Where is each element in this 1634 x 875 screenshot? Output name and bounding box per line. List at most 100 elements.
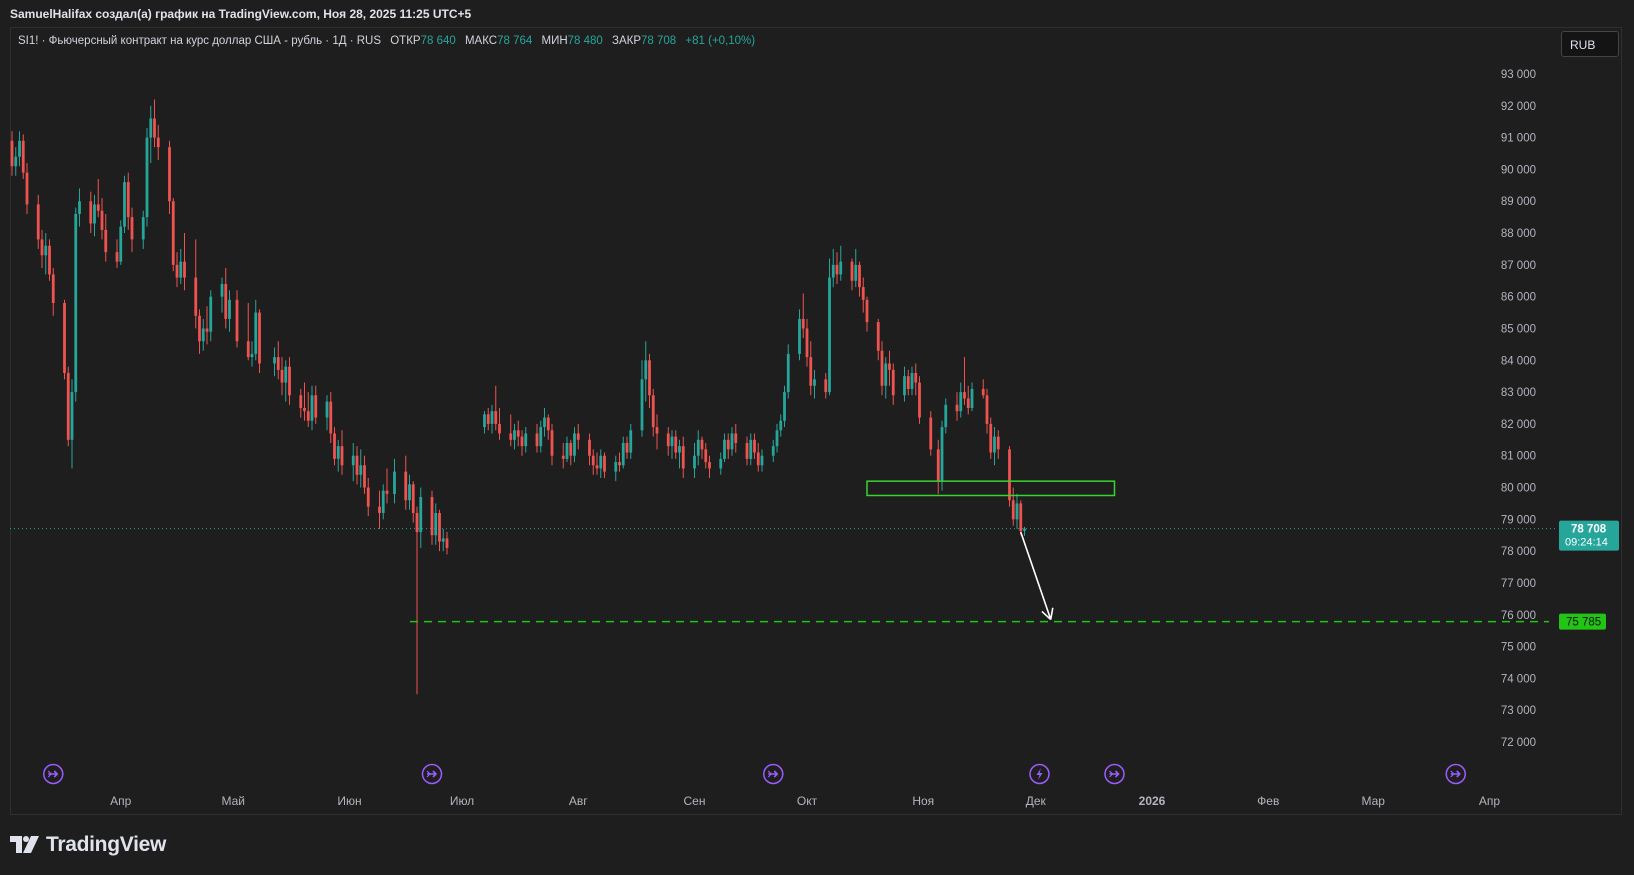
candle-body [494,411,498,424]
brand-name: TradingView [46,833,167,856]
candle [618,452,621,472]
candle-body [310,395,314,421]
candle [674,430,678,459]
candle [520,430,524,456]
currency-button[interactable]: RUB [1561,31,1619,57]
candle [359,449,363,488]
candle-body [333,433,336,459]
candle [1011,487,1015,526]
candle-body [903,376,906,396]
candle [430,490,434,545]
last-price-value: 78 708 [1571,524,1607,536]
candle [625,436,629,459]
candle-body [914,373,918,383]
candle-body [126,182,130,218]
candle [228,290,231,332]
candle-body [1008,449,1011,501]
candle [179,248,183,284]
dividend-event-icon[interactable] [1104,763,1125,785]
candle [805,318,809,367]
candle [175,252,179,288]
candle [786,344,790,399]
candle-body [996,436,1000,450]
candle-body [1023,528,1026,531]
y-tick-label: 78 000 [1501,546,1536,558]
candle [1008,446,1011,507]
candle [996,430,1000,459]
candle-body [543,417,546,428]
candle-body [36,204,40,240]
candle [404,455,408,510]
candle-body [89,201,93,224]
candle-body [618,462,621,466]
candle [303,382,306,421]
y-tick-label: 89 000 [1501,196,1536,208]
candle-body [775,430,779,447]
candle-body [51,274,55,304]
candle [719,452,723,475]
candle-body [130,217,134,240]
candle [835,252,839,284]
candle-body [441,538,445,542]
candle-body [888,363,891,370]
candle-body [381,490,385,513]
candle [1023,526,1026,536]
candle-body [483,414,486,428]
forecast-arrow[interactable] [1019,531,1054,621]
candle [651,388,655,437]
x-tick-label: Апр [110,794,132,808]
candle [201,318,205,351]
candle-body [824,379,828,393]
candle [51,268,55,316]
candle [205,306,209,345]
plot-area [10,99,1026,695]
candle [989,417,993,459]
candle-body [670,436,674,447]
candle-body [70,392,74,440]
candle [573,427,576,463]
dividend-event-icon[interactable] [421,763,443,785]
candle-body [175,264,179,278]
candle-body [280,369,284,383]
candle-body [179,261,183,278]
candle-body [704,449,708,463]
candle [445,532,449,555]
dividend-event-icon[interactable] [1445,763,1466,785]
y-tick-label: 82 000 [1501,419,1536,431]
candle-body [858,264,861,288]
candle-body [809,357,813,386]
dividend-event-icon[interactable] [763,763,784,785]
candle-body [40,239,44,256]
candle-body [595,465,599,469]
candle-body [944,404,948,428]
candle-body [355,455,359,475]
candle [944,398,948,434]
candle [749,433,753,466]
tradingview-logo[interactable]: TradingView [10,833,166,857]
candle [640,360,644,437]
candle [273,347,276,377]
candle [824,373,828,399]
candle [246,303,250,361]
candle-body [153,118,156,138]
candle-body [963,392,966,399]
candle [351,442,355,482]
candle [119,220,123,265]
candle [588,433,591,466]
candle [336,439,340,472]
candle [494,385,498,431]
candle [734,423,738,453]
candle-body [299,395,303,408]
earnings-event-icon[interactable] [1029,763,1050,785]
support-zone-rectangle[interactable] [866,480,1116,497]
candle-body [940,427,944,482]
candle-body [25,172,29,205]
dividend-event-icon[interactable] [43,763,64,785]
candle-body [970,388,974,408]
open-value: 78 640 [420,35,456,47]
candle [66,366,70,447]
candle-body [831,264,835,278]
candle-body [516,430,520,437]
candle [565,436,569,463]
